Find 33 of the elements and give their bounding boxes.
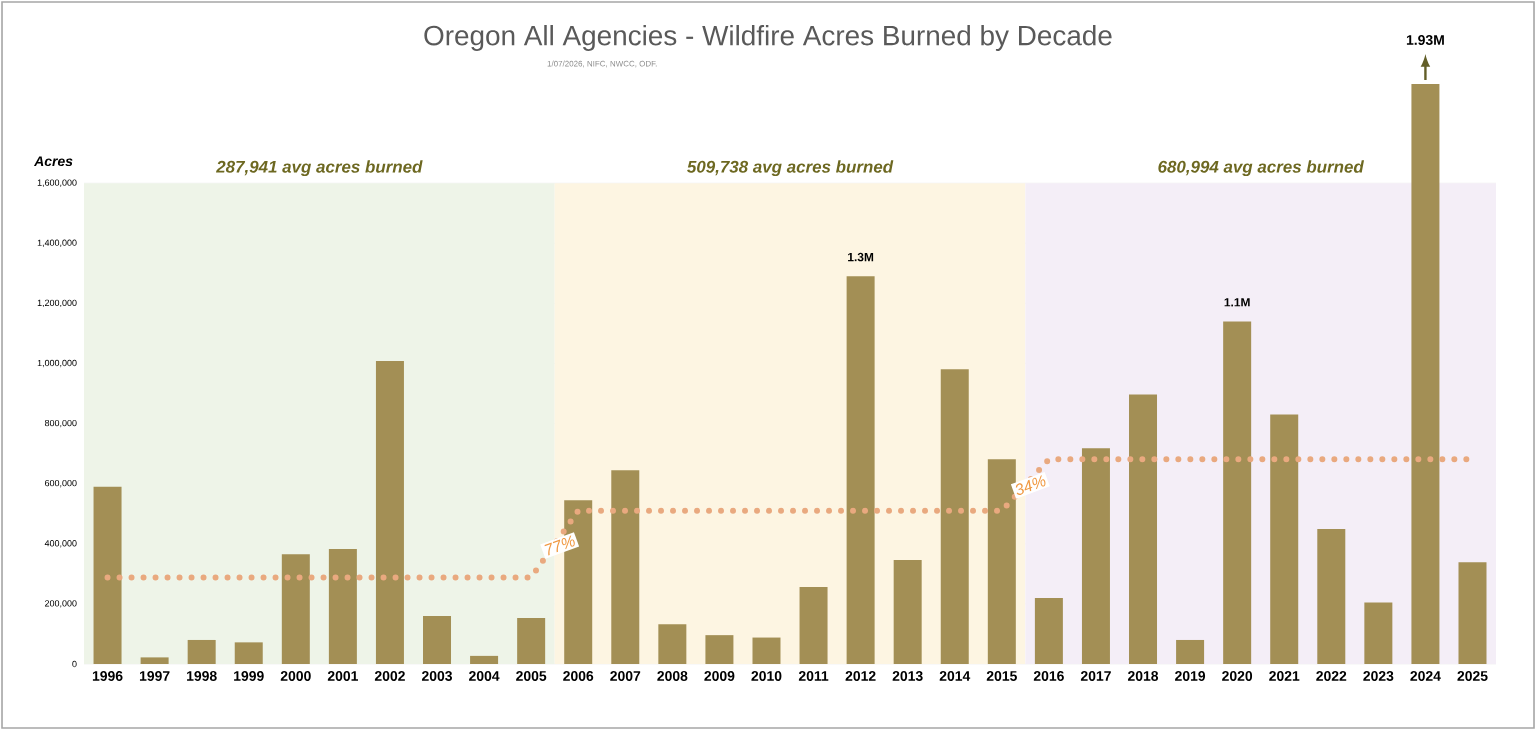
bar	[1034, 597, 1063, 664]
bar	[470, 655, 499, 664]
bar	[658, 624, 687, 664]
bar	[1317, 529, 1346, 664]
bar	[1223, 321, 1252, 664]
bar	[752, 637, 781, 664]
bar	[1129, 394, 1158, 664]
bar	[93, 486, 122, 664]
band-label: 287,941 avg acres burned	[216, 160, 423, 177]
bar	[328, 548, 357, 664]
bar	[140, 657, 169, 664]
bar	[234, 642, 263, 664]
bar	[423, 615, 452, 664]
bar	[281, 554, 310, 664]
band-label: 680,994 avg acres burned	[1158, 160, 1365, 177]
chart-title: Oregon All Agencies - Wildfire Acres Burned by Decade	[424, 24, 1112, 51]
bar	[940, 369, 969, 664]
bar	[987, 459, 1016, 664]
bar	[1176, 639, 1205, 664]
bar	[611, 470, 640, 664]
bar	[517, 618, 546, 664]
bar	[846, 276, 875, 664]
bar	[1458, 562, 1487, 664]
bar	[1081, 448, 1110, 664]
band-label: 509,738 avg acres burned	[687, 160, 894, 177]
bar	[1364, 602, 1393, 664]
bar	[893, 560, 922, 664]
bar	[187, 639, 216, 664]
bar	[799, 587, 828, 664]
bar	[705, 635, 734, 664]
bar	[1270, 414, 1299, 664]
bar	[375, 361, 404, 664]
bar	[1411, 83, 1440, 664]
